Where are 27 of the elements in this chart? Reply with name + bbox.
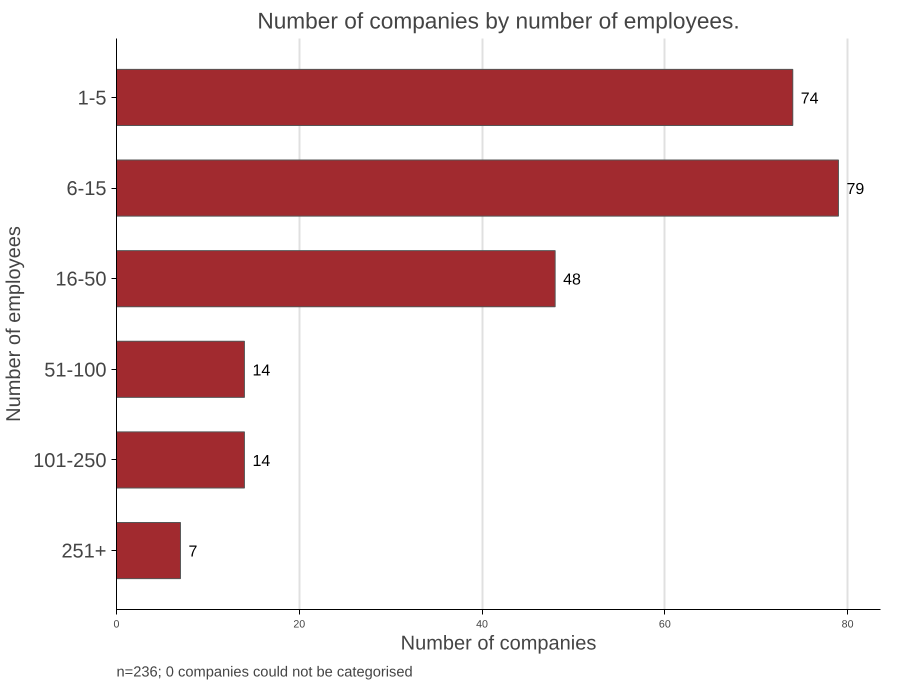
bar xyxy=(116,68,794,126)
chart-title: Number of companies by number of employees. xyxy=(257,8,740,34)
y-tick-label: 16-50 xyxy=(55,268,107,291)
bar xyxy=(116,250,556,308)
y-axis-title: Number of employees xyxy=(3,226,26,422)
bar xyxy=(116,159,839,217)
y-tick-label: 1-5 xyxy=(78,87,106,110)
x-axis-title: Number of companies xyxy=(400,632,596,654)
x-tick-label: 60 xyxy=(658,618,671,630)
x-tick-label: 0 xyxy=(114,618,120,630)
x-tick-label: 20 xyxy=(293,618,306,630)
bar xyxy=(116,340,245,398)
data-label: 48 xyxy=(563,272,582,289)
bar xyxy=(116,522,181,580)
bar xyxy=(116,431,245,489)
data-label: 74 xyxy=(800,90,819,108)
x-tick-label: 40 xyxy=(476,618,488,630)
text: n=236; 0 companies could not be categorised xyxy=(116,664,413,680)
data-label: 14 xyxy=(252,452,270,470)
data-label: 14 xyxy=(252,362,270,380)
y-tick-label: 51-100 xyxy=(44,359,107,382)
y-tick-label: 251+ xyxy=(61,540,107,563)
y-tick-label: 101-250 xyxy=(33,450,107,472)
data-label: 79 xyxy=(846,181,864,198)
data-label: 7 xyxy=(188,544,198,561)
x-tick-label: 80 xyxy=(842,618,854,630)
y-tick-label: 6-15 xyxy=(66,178,106,200)
